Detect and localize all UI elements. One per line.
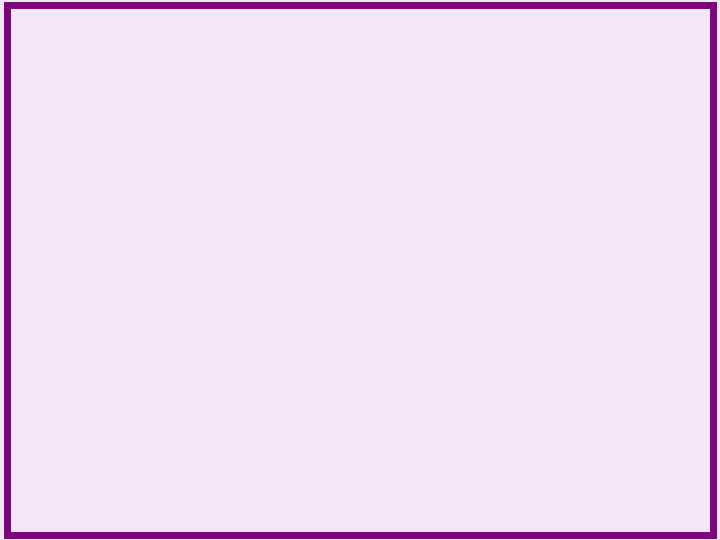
Text: 4.5: 4.5	[466, 298, 499, 318]
Text: Note:: Note:	[83, 508, 130, 523]
Text: Local
authority: Local authority	[207, 176, 297, 218]
Text: 4.2: 4.2	[574, 389, 607, 410]
Text: All: All	[578, 187, 603, 207]
Text: 4.2: 4.2	[235, 389, 269, 410]
Text: 4.8: 4.8	[574, 298, 607, 318]
Text: At 6 months: At 6 months	[22, 389, 165, 410]
Text: 3.7: 3.7	[466, 389, 499, 410]
Text: Housing
Asstn: Housing Asstn	[328, 176, 407, 218]
Text: ‘Right move’ score at baseline and at
6 months by tenure: ‘Right move’ score at baseline and at 6 …	[125, 43, 595, 90]
Text: 4.7: 4.7	[235, 298, 269, 318]
Text: Scores can range between -8 and +8: Scores can range between -8 and +8	[144, 508, 459, 523]
Text: 4.9: 4.9	[351, 298, 384, 318]
Text: Baseline: Baseline	[22, 298, 122, 318]
Text: Private
rented: Private rented	[449, 176, 516, 218]
Text: 4.4: 4.4	[351, 389, 384, 410]
